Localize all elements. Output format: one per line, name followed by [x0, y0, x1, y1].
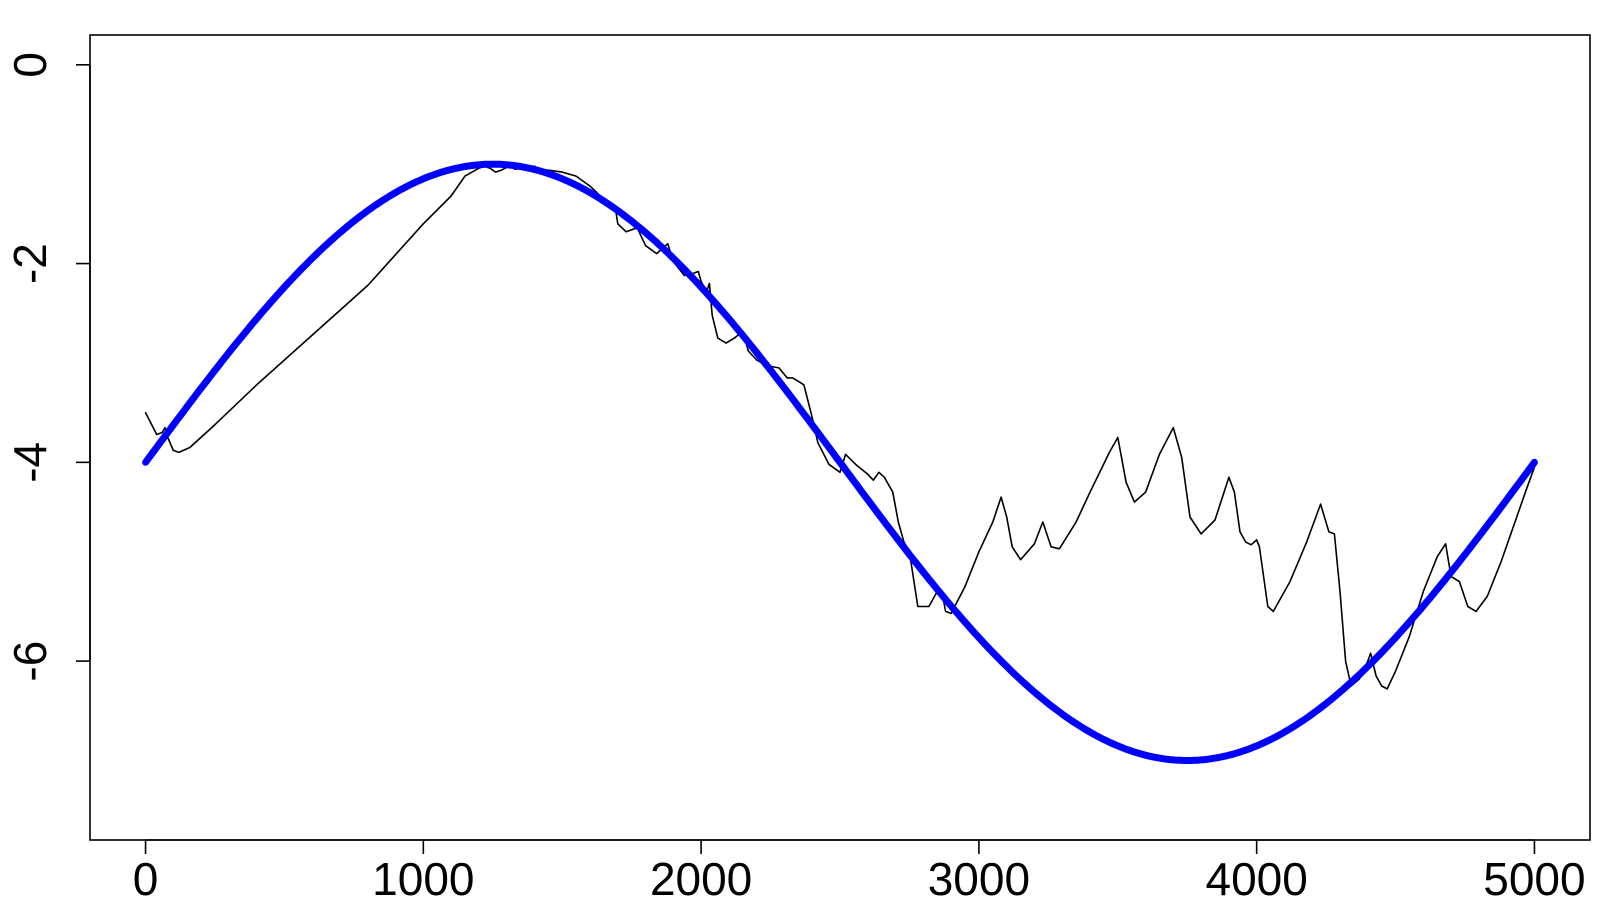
x-tick-label: 1000 [372, 853, 474, 900]
y-axis: 0 -2 -4 -6 [4, 52, 91, 682]
x-axis: 0 1000 2000 3000 4000 5000 [133, 839, 1586, 900]
x-tick-label: 3000 [928, 853, 1030, 900]
plot-frame [89, 34, 1591, 841]
x-tick-label: 2000 [650, 853, 752, 900]
series-line-1 [144, 165, 1536, 690]
y-tick-label: -2 [4, 243, 56, 284]
x-tick-label: 4000 [1205, 853, 1307, 900]
x-tick-label: 5000 [1483, 853, 1585, 900]
series-layer [142, 160, 1538, 764]
series-line-2 [142, 160, 1538, 764]
y-tick-label: -6 [4, 641, 56, 682]
y-tick-label: -4 [4, 442, 56, 483]
x-tick-label: 0 [133, 853, 159, 900]
y-tick-label: 0 [4, 52, 56, 78]
